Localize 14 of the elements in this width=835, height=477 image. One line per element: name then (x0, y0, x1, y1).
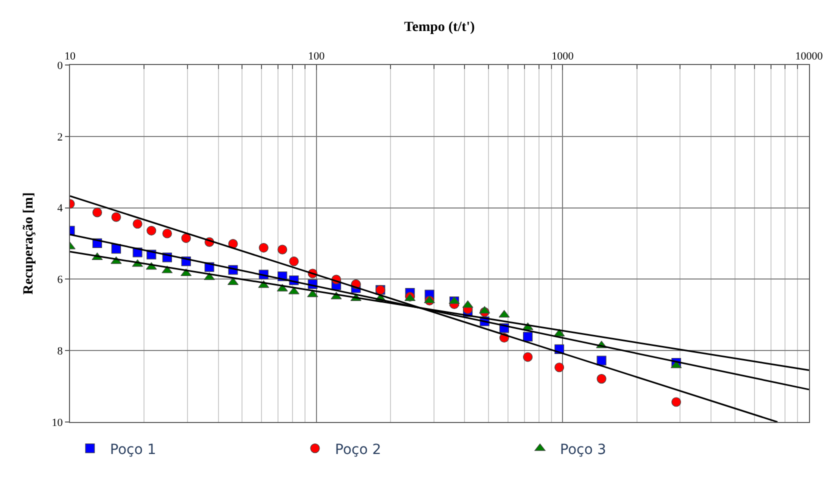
y-tick-label: 8 (57, 345, 64, 358)
legend-label: Poço 1 (110, 442, 156, 458)
y-axis-title: Recuperação [m] (21, 192, 36, 295)
x-tick-label: 1000 (552, 50, 574, 63)
y-tick-label: 0 (57, 60, 64, 72)
y-tick-label: 6 (57, 274, 64, 286)
x-tick-label: 100 (308, 50, 326, 63)
legend-label: Poço 2 (335, 442, 382, 458)
y-tick-label: 4 (57, 202, 64, 215)
y-tick-label: 2 (57, 131, 63, 144)
x-axis-title: Tempo (t/t') (404, 20, 476, 36)
y-tick-label: 10 (52, 416, 64, 429)
legend-label: Poço 3 (560, 442, 606, 458)
x-tick-label: 10000 (795, 50, 824, 63)
